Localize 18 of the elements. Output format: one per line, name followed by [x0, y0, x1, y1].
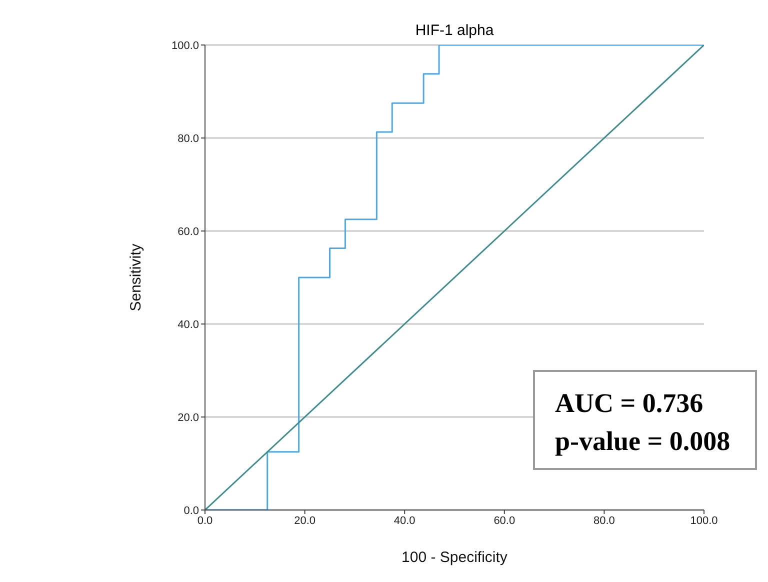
annotation-box: AUC = 0.736 p-value = 0.008 — [533, 370, 757, 470]
y-tick-label: 20.0 — [178, 412, 199, 424]
y-tick-label: 40.0 — [178, 318, 199, 331]
y-tick-label: 80.0 — [178, 132, 199, 145]
chart-title: HIF-1 alpha — [414, 22, 495, 39]
x-tick-label: 80.0 — [593, 514, 615, 527]
y-tick-label: 100.0 — [171, 40, 199, 52]
x-tick-label: 40.0 — [394, 514, 416, 527]
y-tick-label: 0.0 — [184, 504, 199, 517]
annotation: p-value = 0.008 — [555, 425, 732, 458]
x-tick-label: 60.0 — [494, 514, 516, 527]
x-tick-label: 0.0 — [197, 514, 213, 527]
x-tick-label: 20.0 — [294, 514, 316, 527]
y-tick-label: 60.0 — [178, 226, 199, 238]
annotation: AUC = 0.736 — [555, 387, 704, 420]
x-tick-label: 100.0 — [690, 514, 718, 527]
y-axis-title: Sensitivity — [127, 243, 144, 312]
x-axis-title: 100 - Specificity — [402, 549, 508, 566]
